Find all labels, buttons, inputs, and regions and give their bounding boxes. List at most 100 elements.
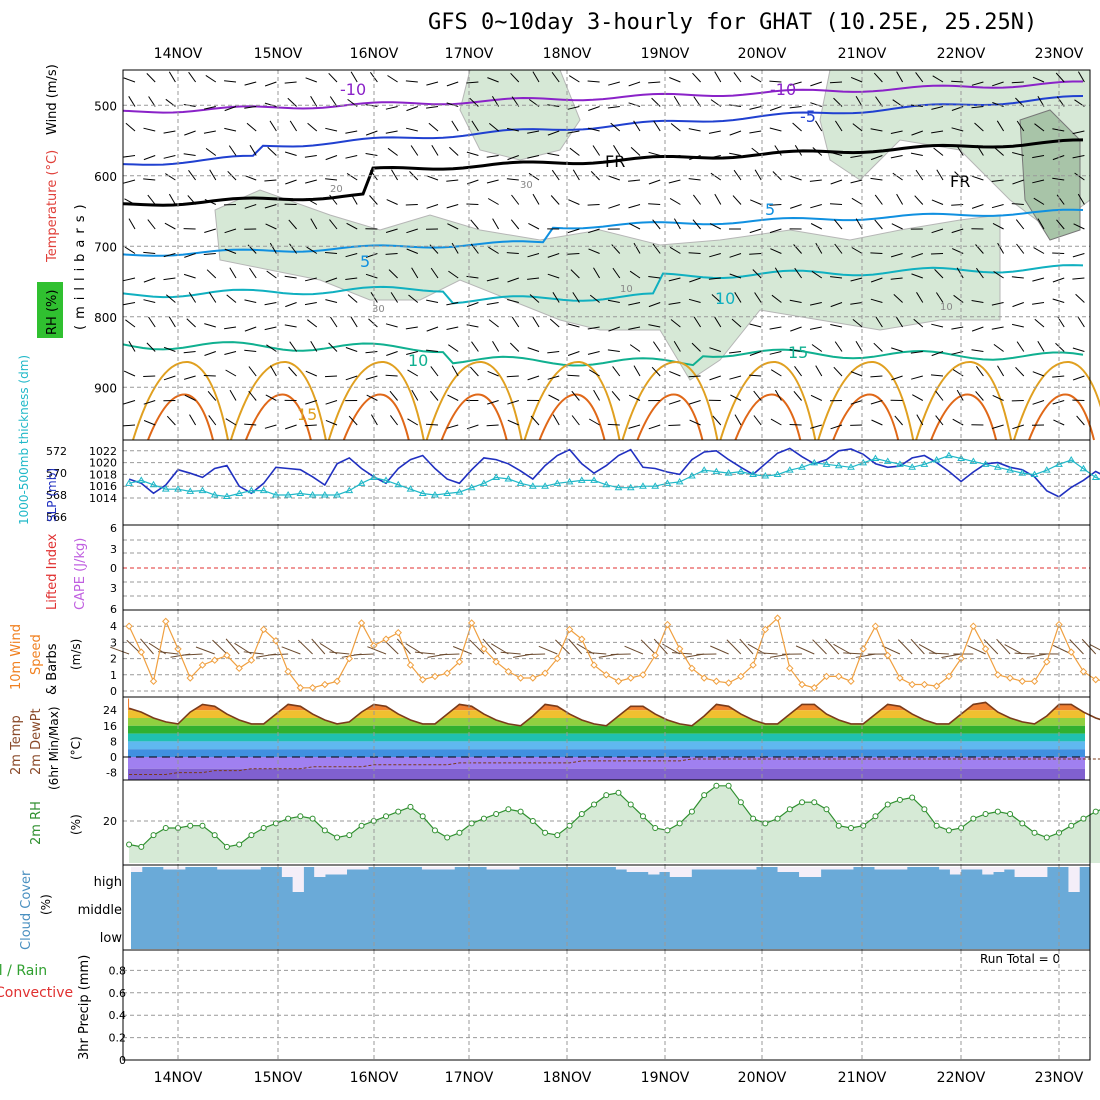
thickness-point (688, 472, 696, 479)
slp-tick-label: 1016 (89, 480, 117, 493)
wind10-point (675, 645, 684, 653)
wind-barb (1037, 218, 1045, 230)
precip-tick-label: 0.8 (109, 964, 127, 977)
wind-barb (754, 169, 762, 181)
wind-barb (952, 369, 964, 377)
contour-25-day7 (832, 393, 900, 441)
rh2m-point (615, 789, 622, 796)
wind-barb (1072, 253, 1085, 258)
rh2m-point (652, 825, 659, 832)
wind-barb (1032, 155, 1045, 159)
wind10-point (259, 625, 268, 634)
wind-barb (991, 179, 1004, 182)
wind10-barb (140, 638, 154, 655)
wind-barb (284, 151, 297, 156)
wind-barb (1077, 316, 1085, 328)
wind-barb (527, 375, 540, 381)
wind-barb (710, 172, 722, 181)
thickness-point (602, 480, 611, 488)
wind-barb (486, 424, 499, 427)
wind10-barb (500, 651, 521, 655)
wind-barb (507, 299, 519, 303)
wind-barb (951, 228, 964, 234)
wind-barb (386, 351, 398, 356)
wind-barb (572, 292, 580, 303)
rh2m-point (150, 832, 157, 839)
wind-barb (834, 219, 843, 230)
wind-barb (629, 223, 641, 230)
wind-barb (123, 400, 136, 405)
wind-barb (164, 222, 176, 230)
cape-panel (123, 539, 1090, 597)
cape-tick-label: 0 (110, 562, 117, 575)
wind-barb (790, 326, 802, 332)
legend-rh: RH (%) (45, 290, 60, 335)
rh2m-point (407, 803, 414, 810)
wind10-barb (653, 638, 668, 655)
wind-barb (411, 267, 419, 279)
wind-barb (992, 81, 1004, 87)
wind-barb (911, 375, 923, 380)
temp2m-tick-label: -8 (106, 767, 117, 780)
wind-barb (712, 415, 722, 426)
thickness-point (1042, 466, 1051, 473)
cloud-high-gap (842, 867, 854, 870)
rh2m-point (517, 808, 524, 815)
rh2m-point (138, 843, 145, 850)
wind-barb (430, 267, 439, 279)
thickness-point (320, 491, 329, 498)
wind10-point (504, 667, 513, 676)
date-label-bottom: 19NOV (641, 1070, 690, 1086)
wind-barb (829, 203, 843, 205)
contour-25-day8 (930, 393, 998, 441)
wind10-barb (281, 646, 301, 655)
cloud-high-gap (497, 867, 509, 870)
cape-tick-label: 3 (110, 543, 117, 556)
cloud-level-label: low (100, 931, 123, 946)
wind-barb (870, 252, 883, 254)
wind-barb (1072, 155, 1085, 159)
wind-barb (1076, 415, 1085, 426)
wind-barb (466, 275, 479, 279)
wind-barb (769, 326, 782, 330)
rh2m-point (468, 820, 475, 827)
wind10-barb (110, 646, 130, 655)
wind-barb (648, 151, 661, 156)
wind10-point (211, 656, 219, 664)
wind-barb (794, 145, 803, 156)
thickness-point (822, 460, 831, 467)
wind-barb (370, 414, 378, 426)
wind-barb (224, 80, 237, 83)
wind-barb (365, 351, 378, 354)
rh2m-point (847, 825, 854, 832)
cloud-high-gap (1025, 867, 1037, 877)
wind-barb (912, 394, 924, 401)
wind-barb (570, 269, 580, 279)
cloud-axis-label: Cloud Cover (19, 870, 34, 950)
wind-barb (613, 145, 621, 156)
wind-barb (991, 302, 1004, 306)
thickness-point (626, 483, 635, 491)
wind-barb (1052, 252, 1065, 254)
wind10-barb (967, 645, 986, 655)
wind-barb (451, 365, 459, 377)
wind10-point (467, 619, 476, 627)
rh2m-point (701, 792, 708, 799)
wind-barb (206, 269, 217, 279)
wind10-point (198, 661, 207, 669)
wind-barb (244, 106, 257, 109)
wind-barb (547, 351, 560, 354)
contour-25-day0 (147, 393, 214, 441)
wind-barb (689, 155, 701, 161)
wind-barb (1016, 243, 1025, 254)
wind-barb (428, 122, 439, 132)
wind-barb (184, 394, 196, 401)
wind10-point (125, 622, 133, 630)
wind-barb (956, 267, 964, 279)
wind-barb (492, 218, 500, 230)
rh2m-tick-label: 20 (103, 815, 117, 828)
wind-barb (730, 394, 742, 401)
wind-barb (850, 179, 863, 184)
wind-barb (285, 179, 297, 185)
wind-barb (203, 106, 216, 110)
